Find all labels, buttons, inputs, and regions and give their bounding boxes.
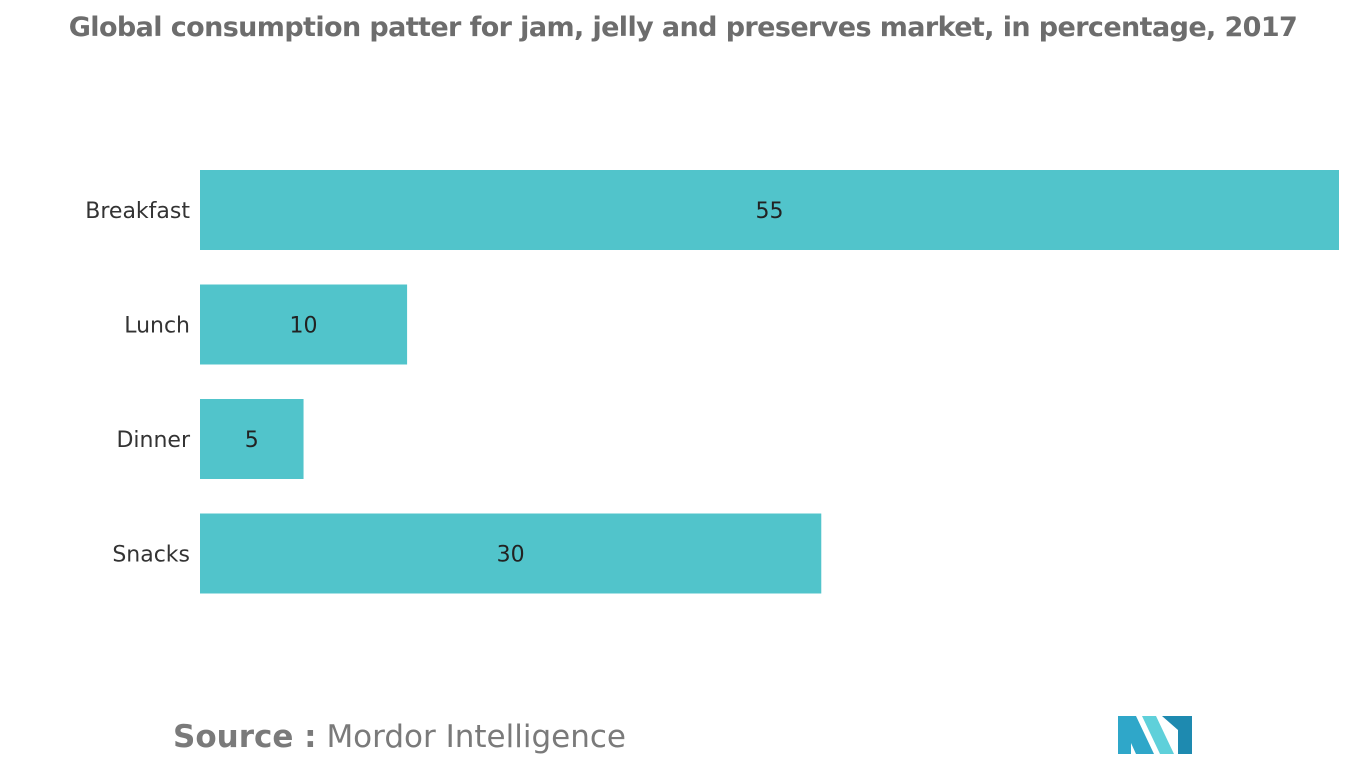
bar-dinner: [200, 399, 304, 479]
value-label-snacks: 30: [497, 543, 525, 568]
category-label-breakfast: Breakfast: [85, 199, 190, 224]
chart-title: Global consumption patter for jam, jelly…: [68, 12, 1298, 43]
value-label-lunch: 10: [290, 314, 318, 339]
category-label-dinner: Dinner: [116, 428, 190, 453]
value-label-breakfast: 55: [756, 199, 784, 224]
bar-snacks: [200, 513, 822, 594]
logo-shape-left: [1118, 716, 1154, 754]
mordor-intelligence-logo-icon: [1118, 716, 1192, 754]
value-labels: 55 10 5 30: [245, 199, 784, 568]
source-label: Source :: [173, 719, 317, 755]
bars-group: [200, 170, 1339, 594]
category-labels: Breakfast Lunch Dinner Snacks: [85, 199, 191, 568]
value-label-dinner: 5: [245, 428, 259, 453]
category-label-snacks: Snacks: [112, 543, 190, 568]
source-text: Mordor Intelligence: [326, 719, 626, 755]
logo-shape-right: [1162, 716, 1192, 754]
logo-shape-middle: [1142, 716, 1174, 754]
bar-breakfast: [200, 170, 1339, 250]
source-line: Source : Mordor Intelligence: [173, 719, 626, 755]
bar-lunch: [200, 284, 408, 365]
category-label-lunch: Lunch: [124, 314, 190, 339]
